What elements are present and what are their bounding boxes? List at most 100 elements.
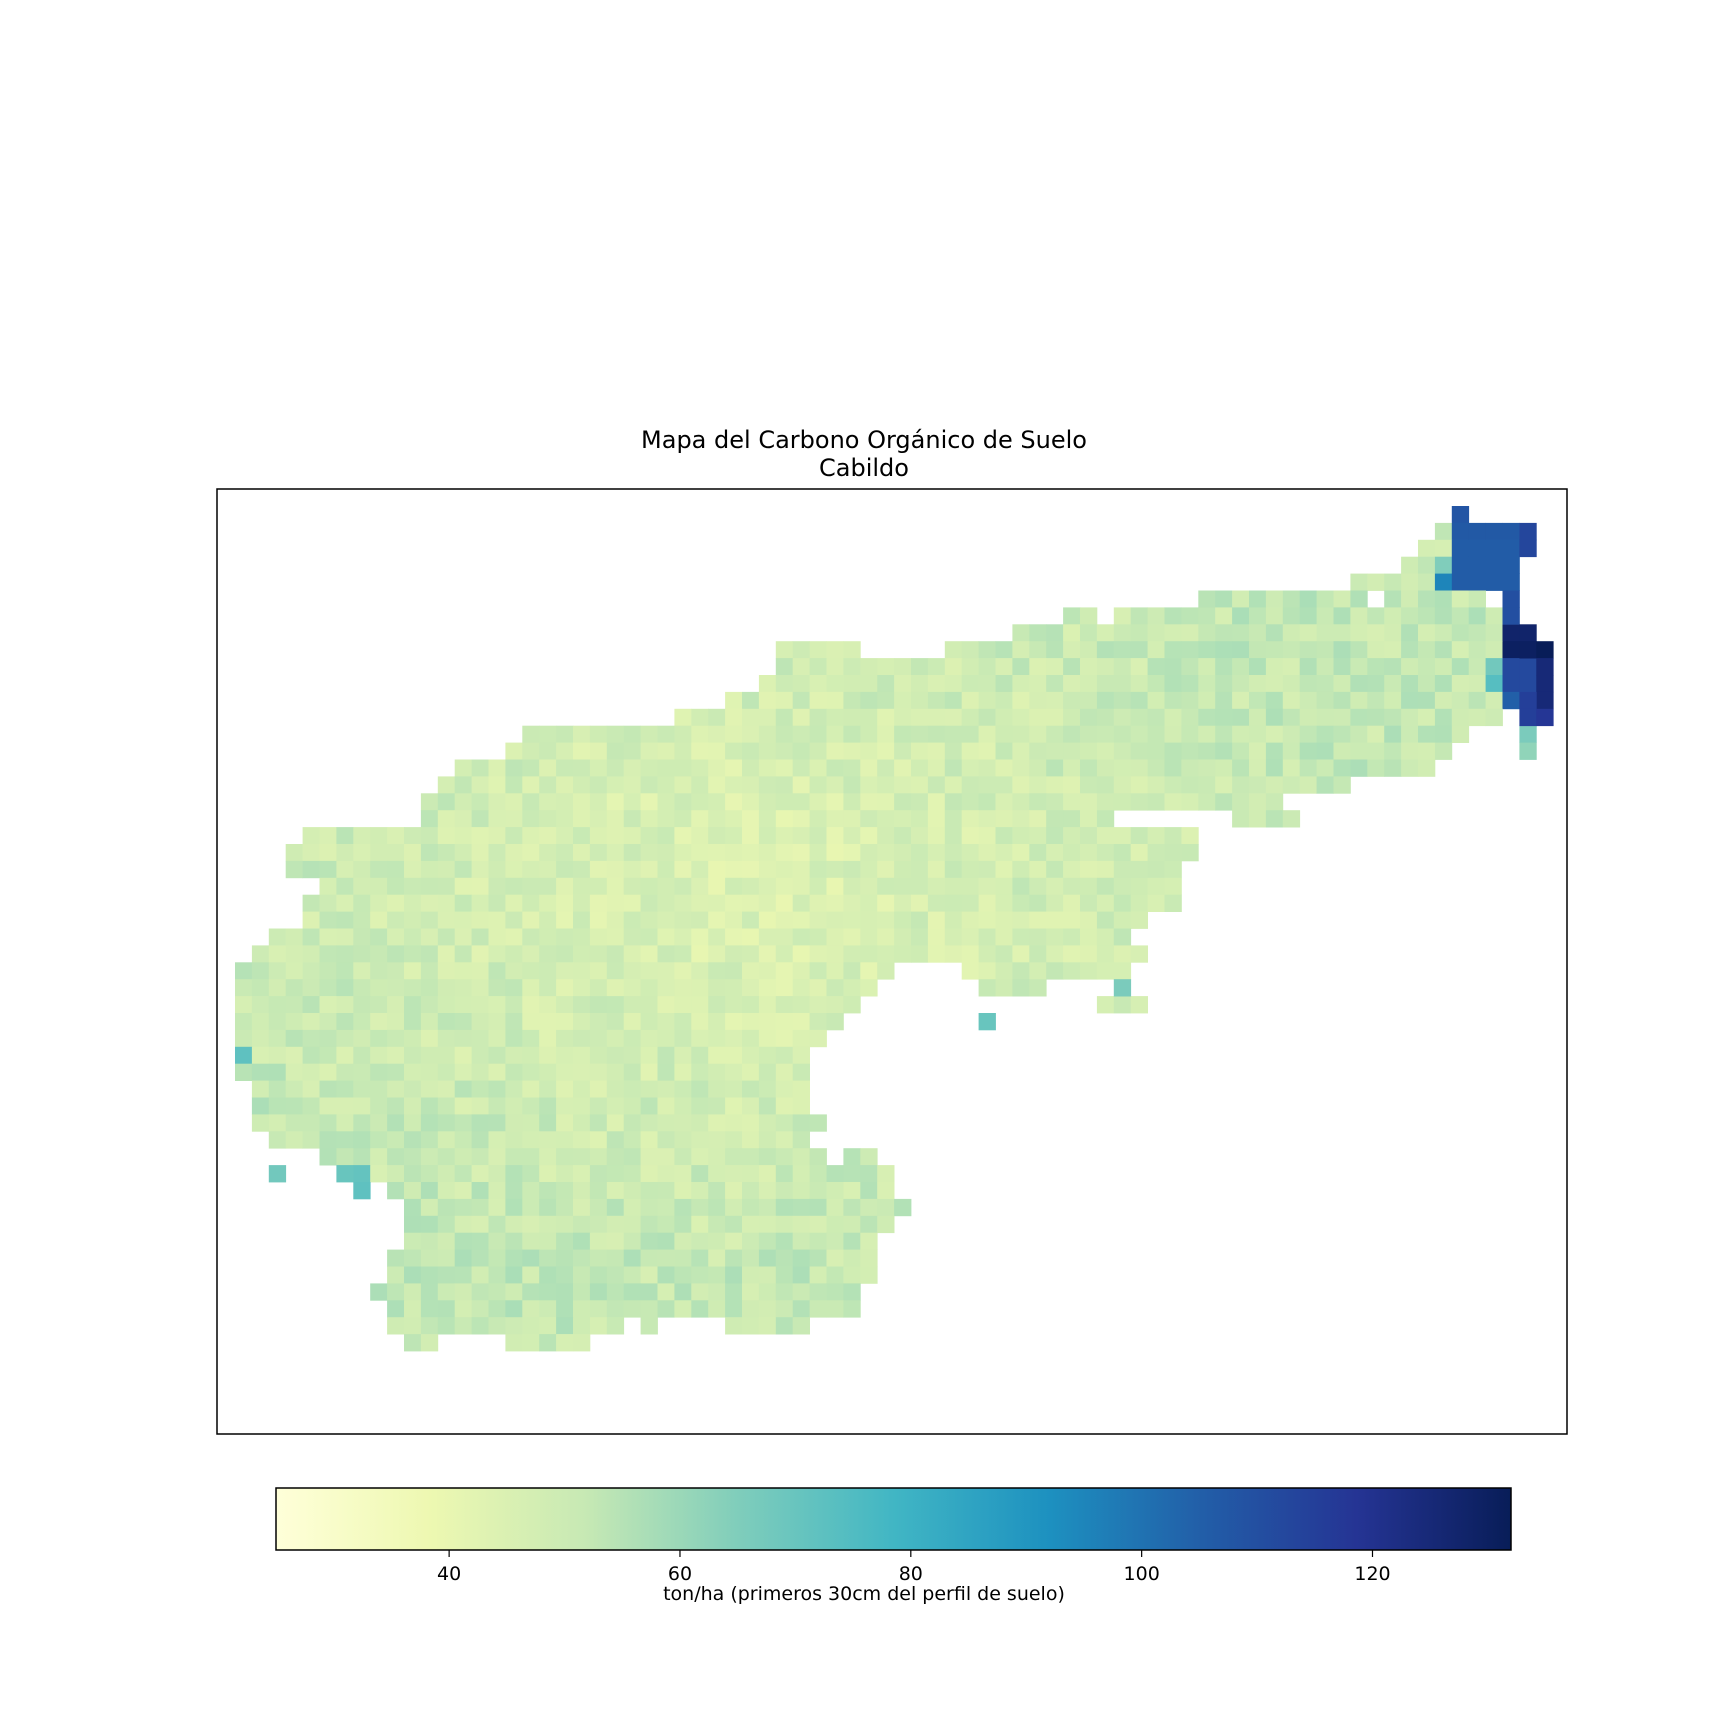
heatmap-cell — [911, 911, 929, 929]
heatmap-cell — [809, 1029, 827, 1048]
heatmap-cell — [995, 877, 1013, 896]
heatmap-cell — [1434, 522, 1453, 541]
heatmap-cell — [319, 996, 337, 1014]
heatmap-cell — [454, 1080, 472, 1098]
heatmap-cell — [1096, 725, 1115, 743]
heatmap-cell — [1012, 658, 1030, 676]
heatmap-cell — [708, 911, 726, 929]
heatmap-cell — [1485, 607, 1503, 625]
heatmap-cell — [1096, 911, 1115, 929]
heatmap-cell — [775, 725, 794, 743]
heatmap-cell — [657, 894, 675, 912]
heatmap-cell — [302, 1131, 320, 1149]
heatmap-cell — [691, 810, 709, 828]
heatmap-cell — [268, 979, 287, 997]
heatmap-cell — [826, 1215, 844, 1234]
heatmap-cell — [775, 641, 794, 659]
heatmap-cell — [522, 962, 540, 980]
heatmap-cell — [758, 1029, 777, 1048]
heatmap-cell — [454, 776, 472, 794]
heatmap-cell — [657, 1114, 675, 1132]
heatmap-cell — [674, 1182, 692, 1200]
heatmap-cell — [1198, 691, 1216, 710]
heatmap-cell — [522, 776, 540, 794]
heatmap-cell — [387, 1029, 405, 1048]
heatmap-cell — [471, 877, 489, 896]
heatmap-cell — [944, 827, 963, 845]
heatmap-cell — [539, 742, 557, 760]
heatmap-cell — [437, 1215, 456, 1234]
heatmap-cell — [505, 1215, 523, 1234]
heatmap-cell — [556, 1013, 574, 1031]
heatmap-cell — [1063, 962, 1081, 980]
heatmap-cell — [1384, 641, 1402, 659]
heatmap-cell — [454, 962, 472, 980]
heatmap-cell — [640, 1063, 658, 1081]
heatmap-cell — [268, 1114, 287, 1132]
heatmap-cell — [404, 1249, 422, 1267]
heatmap-cell — [235, 979, 253, 997]
heatmap-cell — [1350, 590, 1368, 608]
heatmap-cell — [843, 810, 861, 828]
heatmap-cell — [1080, 877, 1098, 896]
heatmap-cell — [860, 844, 878, 862]
heatmap-cell — [488, 1182, 506, 1200]
heatmap-cell — [640, 742, 658, 760]
heatmap-cell — [319, 1114, 337, 1132]
heatmap-cell — [995, 793, 1013, 811]
heatmap-cell — [404, 945, 422, 963]
colorbar-label: ton/ha (primeros 30cm del perfil de suel… — [663, 1583, 1065, 1605]
heatmap-cell — [522, 1334, 540, 1352]
heatmap-cell — [1215, 590, 1233, 608]
heatmap-cell — [522, 1046, 540, 1065]
heatmap-cell — [1215, 691, 1233, 710]
heatmap-cell — [995, 776, 1013, 794]
heatmap-cell — [1029, 624, 1047, 642]
heatmap-cell — [606, 776, 625, 794]
heatmap-cell — [1418, 691, 1436, 710]
heatmap-cell — [404, 1165, 422, 1183]
heatmap-cell — [488, 1266, 506, 1284]
heatmap-cell — [1384, 691, 1402, 710]
heatmap-cell — [1164, 793, 1182, 811]
heatmap-cell — [657, 793, 675, 811]
heatmap-cell — [1434, 624, 1453, 642]
heatmap-cell — [826, 759, 844, 777]
heatmap-cell — [1384, 590, 1402, 608]
heatmap-cell — [1282, 691, 1301, 710]
heatmap-cell — [336, 1165, 354, 1183]
heatmap-cell — [1063, 624, 1081, 642]
heatmap-cell — [877, 945, 895, 963]
heatmap-cell — [911, 877, 929, 896]
heatmap-cell — [573, 810, 591, 828]
heatmap-cell — [539, 1266, 557, 1284]
heatmap-cell — [860, 877, 878, 896]
heatmap-cell — [268, 1046, 287, 1065]
heatmap-cell — [353, 1148, 371, 1166]
heatmap-cell — [1029, 691, 1047, 710]
heatmap-cell — [1367, 573, 1385, 591]
heatmap-cell — [556, 776, 574, 794]
heatmap-cell — [302, 911, 320, 929]
heatmap-cell — [792, 675, 810, 693]
heatmap-cell — [708, 860, 726, 879]
heatmap-cell — [573, 1165, 591, 1183]
heatmap-cell — [843, 1215, 861, 1234]
heatmap-cell — [251, 1013, 270, 1031]
heatmap-cell — [505, 1046, 523, 1065]
heatmap-cell — [1434, 641, 1453, 659]
heatmap-cell — [775, 1215, 794, 1234]
heatmap-cell — [623, 860, 641, 879]
heatmap-cell — [894, 860, 912, 879]
heatmap-cell — [437, 1080, 456, 1098]
heatmap-cell — [1063, 658, 1081, 676]
heatmap-cell — [539, 1114, 557, 1132]
heatmap-cell — [1485, 641, 1503, 659]
heatmap-cell — [302, 1029, 320, 1048]
heatmap-cell — [877, 1165, 895, 1183]
heatmap-cell — [725, 1249, 743, 1267]
heatmap-cell — [437, 894, 456, 912]
heatmap-cell — [1046, 827, 1064, 845]
heatmap-cell — [775, 708, 794, 727]
heatmap-cell — [353, 877, 371, 896]
